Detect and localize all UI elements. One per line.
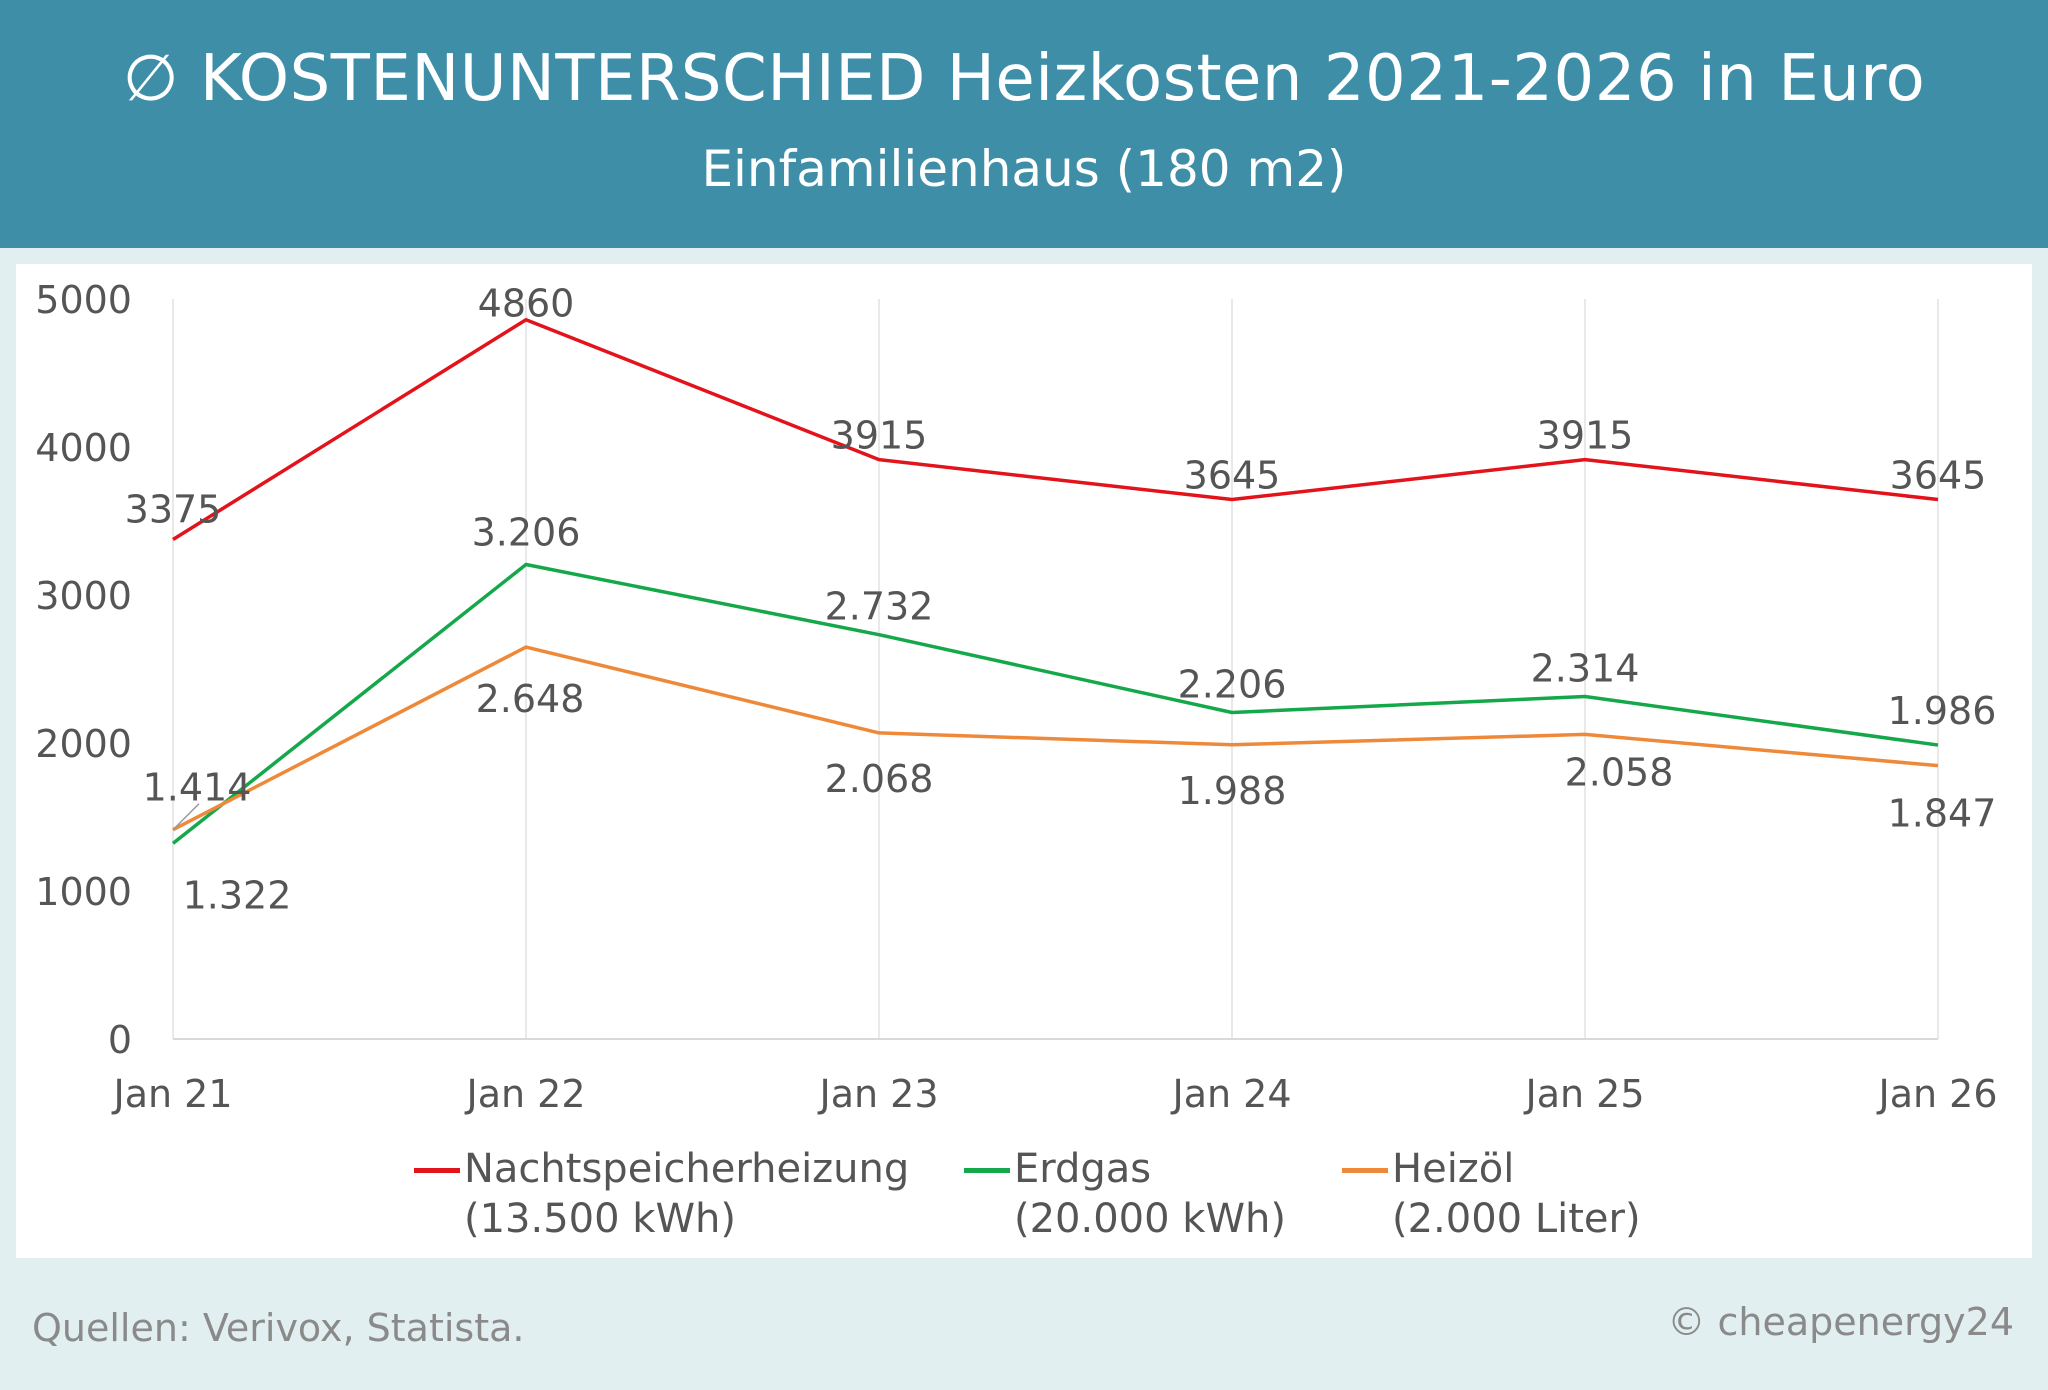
y-tick-label: 1000 bbox=[35, 870, 132, 914]
y-tick-label: 4000 bbox=[35, 426, 132, 470]
x-tick-label: Jan 21 bbox=[111, 1072, 232, 1116]
legend-swatch-red bbox=[414, 1168, 460, 1173]
data-label: 1.986 bbox=[1888, 689, 1997, 733]
data-label: 3375 bbox=[125, 488, 222, 532]
data-label: 1.847 bbox=[1888, 792, 1997, 836]
series-line bbox=[171, 562, 1939, 845]
data-label: 2.058 bbox=[1565, 750, 1674, 794]
chart-subtitle: Einfamilienhaus (180 m2) bbox=[701, 140, 1347, 198]
x-tick-label: Jan 24 bbox=[1170, 1072, 1291, 1116]
data-label: 2.206 bbox=[1178, 663, 1287, 707]
series-line bbox=[172, 317, 1939, 541]
data-label: 1.414 bbox=[143, 766, 252, 810]
data-label: 3915 bbox=[1537, 414, 1634, 458]
legend-sublabel: (20.000 kWh) bbox=[1014, 1196, 1286, 1242]
legend-swatch-green bbox=[964, 1168, 1010, 1173]
y-tick-label: 5000 bbox=[35, 278, 132, 322]
chart-header: ∅ KOSTENUNTERSCHIED Heizkosten 2021-2026… bbox=[0, 0, 2048, 248]
legend-label: Erdgas bbox=[1014, 1146, 1152, 1192]
x-tick-label: Jan 22 bbox=[464, 1072, 585, 1116]
data-label: 1.988 bbox=[1178, 769, 1287, 813]
data-label: 2.314 bbox=[1531, 647, 1640, 691]
x-tick-label: Jan 23 bbox=[817, 1072, 938, 1116]
series-line bbox=[172, 645, 1939, 832]
y-tick-label: 3000 bbox=[35, 574, 132, 618]
chart-panel: 0 1000 2000 3000 4000 5000 Jan 21 Jan 22 Jan 23 J… bbox=[16, 264, 2032, 1258]
copyright-note: © cheapenergy24 bbox=[1667, 1300, 2014, 1344]
data-label: 4860 bbox=[478, 282, 575, 326]
line-chart: 0 1000 2000 3000 4000 5000 Jan 21 Jan 22 Jan 23 J… bbox=[35, 278, 1997, 1116]
legend-label: Heizöl bbox=[1392, 1146, 1515, 1192]
data-label: 1.322 bbox=[183, 873, 292, 917]
y-tick-label: 2000 bbox=[35, 722, 132, 766]
legend-sublabel: (2.000 Liter) bbox=[1392, 1196, 1641, 1242]
data-label: 3.206 bbox=[472, 511, 581, 555]
chart-title: ∅ KOSTENUNTERSCHIED Heizkosten 2021-2026… bbox=[122, 42, 1926, 116]
data-label: 3915 bbox=[831, 414, 928, 458]
data-label: 3645 bbox=[1890, 454, 1987, 498]
source-note: Quellen: Verivox, Statista. bbox=[32, 1306, 525, 1350]
y-tick-label: 0 bbox=[108, 1018, 132, 1062]
data-label: 2.732 bbox=[825, 585, 934, 629]
data-label: 3645 bbox=[1184, 454, 1281, 498]
legend-swatch-orange bbox=[1342, 1168, 1388, 1173]
legend-sublabel: (13.500 kWh) bbox=[464, 1196, 736, 1242]
data-label: 2.068 bbox=[825, 757, 934, 801]
leader-line bbox=[172, 803, 200, 831]
x-tick-label: Jan 25 bbox=[1523, 1072, 1644, 1116]
legend-label: Nachtspeicherheizung bbox=[464, 1146, 910, 1192]
data-label: 2.648 bbox=[476, 677, 585, 721]
x-tick-label: Jan 26 bbox=[1876, 1072, 1997, 1116]
